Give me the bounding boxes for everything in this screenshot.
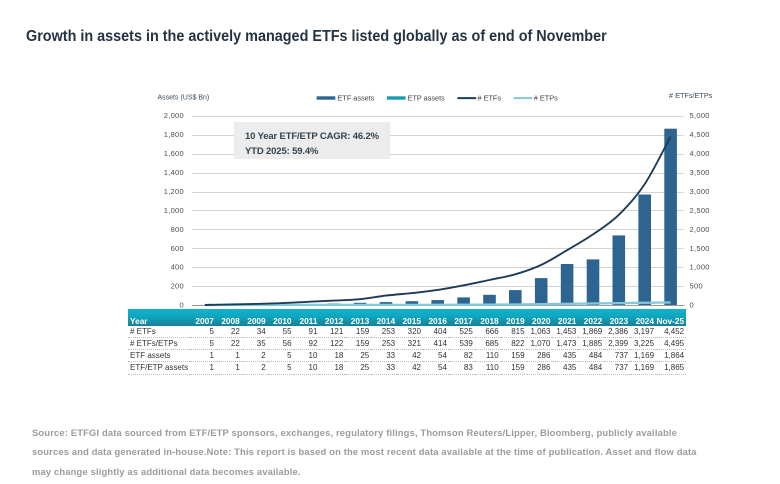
svg-text:1,500: 1,500 <box>690 244 710 253</box>
svg-text:3,500: 3,500 <box>690 168 710 177</box>
svg-text:2,000: 2,000 <box>690 225 710 234</box>
svg-text:YTD 2025: 59.4%: YTD 2025: 59.4% <box>245 146 319 157</box>
svg-text:ETP assets: ETP assets <box>408 94 446 103</box>
svg-text:5,000: 5,000 <box>690 111 710 120</box>
svg-text:# ETFs/ETPs: # ETFs/ETPs <box>669 91 713 100</box>
svg-text:ETF assets: ETF assets <box>338 94 375 103</box>
svg-text:1,400: 1,400 <box>164 168 184 177</box>
svg-text:1,600: 1,600 <box>164 149 184 158</box>
svg-text:1,200: 1,200 <box>164 187 184 196</box>
svg-text:1,000: 1,000 <box>690 263 710 272</box>
svg-text:0: 0 <box>180 301 184 310</box>
svg-text:400: 400 <box>171 263 184 272</box>
svg-text:2,000: 2,000 <box>164 111 184 120</box>
svg-text:800: 800 <box>171 225 184 234</box>
svg-text:# ETPs: # ETPs <box>534 94 558 103</box>
svg-text:Assets (US$ Bn): Assets (US$ Bn) <box>158 94 210 101</box>
svg-text:0: 0 <box>690 301 694 310</box>
svg-text:# ETFs: # ETFs <box>478 94 502 103</box>
svg-text:3,000: 3,000 <box>690 187 710 196</box>
svg-text:4,000: 4,000 <box>690 149 710 158</box>
svg-text:1,800: 1,800 <box>164 130 184 139</box>
svg-text:500: 500 <box>690 282 703 291</box>
svg-text:600: 600 <box>171 244 184 253</box>
svg-text:1,000: 1,000 <box>164 206 184 215</box>
svg-text:2,500: 2,500 <box>690 206 710 215</box>
svg-text:200: 200 <box>171 282 184 291</box>
svg-text:4,500: 4,500 <box>690 130 710 139</box>
svg-text:10 Year ETF/ETP CAGR: 46.2%: 10 Year ETF/ETP CAGR: 46.2% <box>245 131 380 142</box>
